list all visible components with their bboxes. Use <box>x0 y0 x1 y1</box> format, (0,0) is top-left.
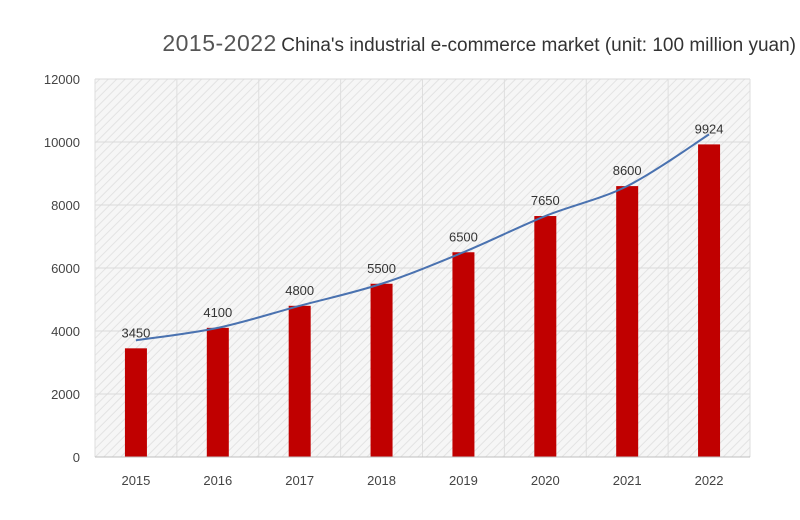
x-tick-label-2022: 2022 <box>695 473 724 488</box>
bar-2022 <box>698 144 721 458</box>
bar-2016 <box>206 327 229 457</box>
chart-title-years: 2015-2022 <box>162 30 277 56</box>
x-tick-label-2019: 2019 <box>449 473 478 488</box>
data-label-2017: 4800 <box>285 283 314 298</box>
chart-title-text: China's industrial e-commerce market (un… <box>281 35 796 56</box>
x-tick-label-2017: 2017 <box>285 473 314 488</box>
y-tick-label: 6000 <box>51 261 80 276</box>
y-tick-label: 8000 <box>51 198 80 213</box>
y-tick-label: 4000 <box>51 324 80 339</box>
x-tick-label-2015: 2015 <box>121 473 150 488</box>
bar-series <box>124 144 721 458</box>
data-label-2018: 5500 <box>367 261 396 276</box>
data-label-2016: 4100 <box>203 305 232 320</box>
x-tick-label-2021: 2021 <box>613 473 642 488</box>
bar-2017 <box>288 305 311 457</box>
x-tick-label-2020: 2020 <box>531 473 560 488</box>
data-label-2022: 9924 <box>695 121 724 136</box>
y-tick-label: 10000 <box>44 135 80 150</box>
y-axis: 0 2000 4000 6000 8000 10000 12000 <box>44 72 80 465</box>
x-tick-label-2016: 2016 <box>203 473 232 488</box>
bar-2018 <box>370 283 393 457</box>
bar-2020 <box>534 216 557 457</box>
bar-2021 <box>616 186 639 457</box>
trend-line <box>135 133 710 342</box>
chart-title: 2015-2022 China's industrial e-commerce … <box>0 30 800 57</box>
data-label-2020: 7650 <box>531 193 560 208</box>
y-tick-label: 2000 <box>51 387 80 402</box>
data-label-2019: 6500 <box>449 229 478 244</box>
x-axis: 2015 2016 2017 2018 2019 2020 2021 2022 <box>95 456 750 488</box>
x-tick-label-2018: 2018 <box>367 473 396 488</box>
data-labels: 3450 4100 4800 5500 6500 7650 8600 9924 <box>121 121 723 340</box>
data-label-2021: 8600 <box>613 163 642 178</box>
y-tick-label: 0 <box>73 450 80 465</box>
bar-2015 <box>124 348 147 457</box>
y-tick-label: 12000 <box>44 72 80 87</box>
bar-2019 <box>452 252 475 457</box>
data-label-2015: 3450 <box>121 325 150 340</box>
